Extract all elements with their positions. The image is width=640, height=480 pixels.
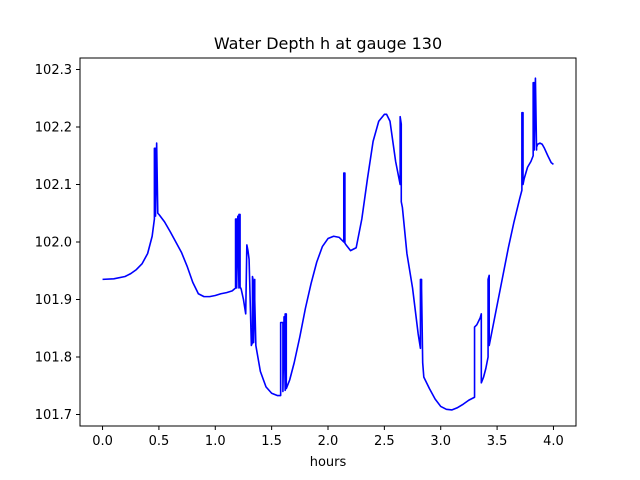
y-tick-label: 102.3 (35, 63, 72, 78)
x-tick-label: 2.0 (318, 434, 339, 449)
x-tick-label: 0.5 (149, 434, 170, 449)
x-tick-label: 1.0 (205, 434, 226, 449)
x-tick-label: 0.0 (92, 434, 113, 449)
series-line (102, 77, 554, 411)
x-tick-label: 3.5 (487, 434, 508, 449)
x-axis-ticks: 0.0 0.5 1.0 1.5 2.0 2.5 3.0 3.5 4.0 (92, 426, 564, 449)
y-tick-label: 101.8 (35, 351, 72, 366)
plot-frame (79, 57, 577, 427)
y-tick-label: 102.1 (35, 178, 72, 193)
x-tick-label: 4.0 (543, 434, 564, 449)
y-tick-label: 102.2 (35, 121, 72, 136)
x-tick-label: 3.0 (430, 434, 451, 449)
x-tick-label: 2.5 (374, 434, 395, 449)
y-axis-ticks: 101.7 101.8 101.9 102.0 102.1 102.2 102.3 (35, 63, 80, 423)
x-axis-label: hours (310, 455, 347, 470)
y-tick-label: 102.0 (35, 236, 72, 251)
x-tick-label: 1.5 (261, 434, 282, 449)
y-tick-label: 101.7 (35, 408, 72, 423)
y-tick-label: 101.9 (35, 293, 72, 308)
chart-title: Water Depth h at gauge 130 (214, 34, 442, 53)
series-group (102, 77, 554, 411)
